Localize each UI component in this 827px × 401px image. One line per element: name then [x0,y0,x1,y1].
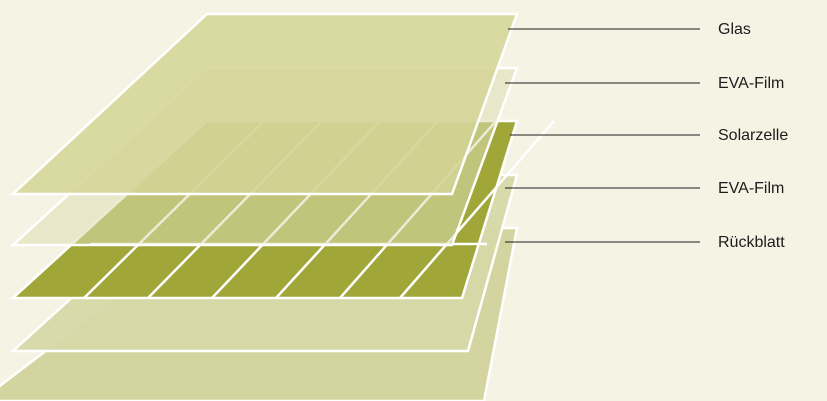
cell-grid-column-line [399,120,555,299]
label-eva-film-top: EVA-Film [718,75,784,92]
label-rueckblatt: Rückblatt [718,234,785,251]
glass-layer [9,12,519,196]
label-solarzelle: Solarzelle [718,127,788,144]
label-glas: Glas [718,21,751,38]
label-eva-film-bottom: EVA-Film [718,180,784,197]
